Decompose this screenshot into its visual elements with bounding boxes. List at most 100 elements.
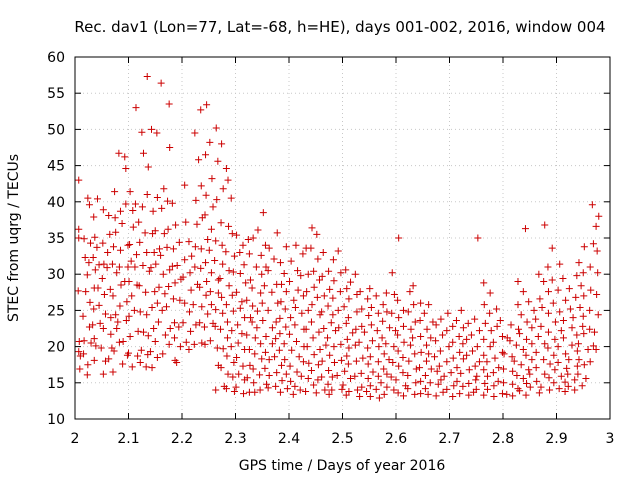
x-tick-label: 2	[71, 431, 80, 447]
data-point	[265, 244, 273, 252]
data-point	[336, 288, 344, 296]
data-point	[127, 257, 135, 265]
data-point	[243, 296, 251, 304]
data-point	[425, 350, 433, 358]
y-tick-label: 30	[47, 267, 65, 283]
data-point	[366, 393, 374, 401]
data-point	[559, 317, 567, 325]
data-point	[556, 260, 564, 268]
data-point	[214, 157, 222, 165]
data-point	[345, 387, 353, 395]
data-point	[449, 354, 457, 362]
data-point	[197, 182, 205, 190]
data-point	[201, 340, 209, 348]
data-point	[99, 239, 107, 247]
data-point	[541, 221, 549, 229]
data-point	[262, 263, 270, 271]
data-point	[450, 382, 458, 390]
data-point	[238, 330, 246, 338]
data-point	[126, 332, 134, 340]
data-point	[443, 358, 451, 366]
data-point	[126, 188, 134, 196]
data-point	[533, 377, 541, 385]
data-point	[249, 234, 257, 242]
data-point	[368, 337, 376, 345]
data-point	[312, 389, 320, 397]
data-point	[498, 348, 506, 356]
data-point	[586, 263, 594, 271]
data-point	[386, 324, 394, 332]
data-point	[113, 269, 121, 277]
data-point	[197, 106, 205, 114]
data-point	[412, 365, 420, 373]
data-point	[572, 293, 580, 301]
data-point	[281, 356, 289, 364]
data-point	[121, 153, 129, 161]
data-point	[164, 225, 172, 233]
data-point	[222, 385, 230, 393]
data-point	[449, 322, 457, 330]
data-point	[203, 101, 211, 109]
data-point	[540, 277, 548, 285]
data-point	[351, 341, 359, 349]
data-point	[242, 279, 250, 287]
data-point	[571, 386, 579, 394]
data-point	[139, 328, 147, 336]
data-point	[334, 247, 342, 255]
data-point	[158, 306, 166, 314]
data-point	[158, 204, 166, 212]
data-point	[125, 349, 132, 357]
chart-title: Rec. dav1 (Lon=77, Lat=-68, h=HE), days …	[74, 18, 605, 36]
data-point	[214, 276, 222, 284]
data-point	[190, 340, 198, 348]
data-point	[166, 325, 174, 332]
data-point	[253, 307, 261, 315]
data-point	[198, 303, 206, 311]
data-point	[345, 295, 353, 303]
data-point	[322, 341, 330, 349]
data-point	[481, 380, 489, 388]
data-point	[435, 362, 443, 370]
data-point	[343, 352, 351, 360]
data-point	[160, 185, 168, 193]
data-point	[276, 259, 284, 267]
y-axis-label: STEC from uqrg / TECUs	[6, 154, 22, 322]
data-point	[217, 325, 225, 333]
data-point	[480, 391, 488, 399]
data-point	[219, 260, 227, 268]
data-point	[135, 282, 143, 290]
data-point	[173, 359, 181, 367]
data-point	[196, 319, 204, 327]
data-point	[171, 334, 179, 342]
data-point	[589, 342, 597, 350]
data-point	[399, 353, 407, 361]
data-point	[523, 335, 531, 343]
data-point	[204, 235, 212, 243]
y-tick-label: 35	[47, 231, 65, 247]
data-point	[457, 306, 465, 314]
data-point	[296, 386, 304, 394]
data-point	[151, 338, 159, 346]
data-point	[310, 283, 318, 291]
data-point	[580, 361, 588, 369]
data-point	[153, 299, 161, 307]
data-point	[579, 269, 587, 277]
data-point	[272, 335, 280, 343]
data-point	[573, 331, 581, 339]
data-point	[80, 337, 88, 345]
data-point	[424, 390, 432, 398]
data-point	[212, 386, 220, 394]
data-point	[416, 364, 424, 372]
data-point	[580, 292, 588, 300]
x-tick-label: 2.4	[278, 431, 300, 447]
data-point	[233, 231, 241, 239]
data-point	[366, 285, 374, 293]
data-point	[212, 124, 220, 132]
data-point	[259, 317, 267, 325]
data-point	[131, 263, 139, 271]
data-point	[406, 288, 414, 296]
data-point	[580, 330, 588, 338]
data-point	[498, 332, 506, 340]
data-point	[142, 288, 150, 296]
